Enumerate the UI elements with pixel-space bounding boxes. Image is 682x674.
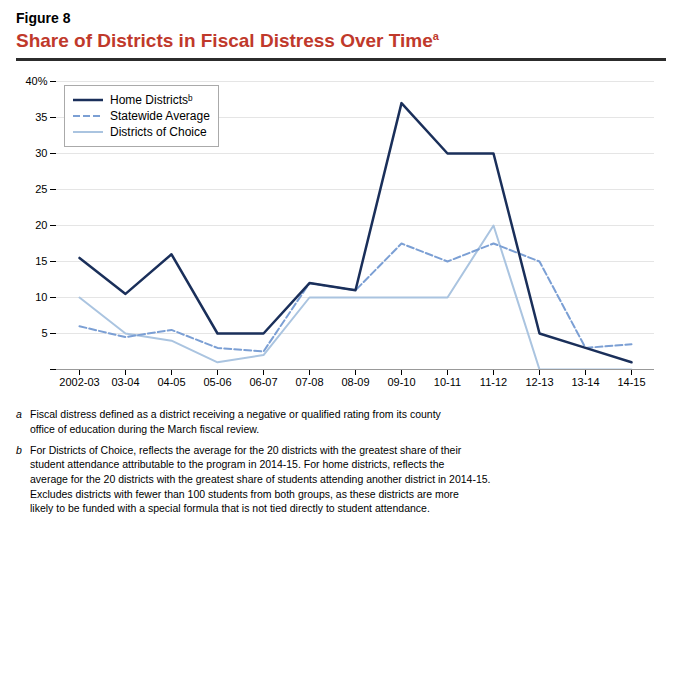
svg-text:40%: 40% <box>25 75 47 87</box>
svg-text:08-09: 08-09 <box>341 377 369 389</box>
html-text:Share of Districts in Fiscal D: Share of Districts in Fiscal Distress Ov… <box>16 30 439 52</box>
html-text:Districts of Choice: Districts of Choice <box>110 125 207 140</box>
svg-text:10: 10 <box>35 291 47 303</box>
svg-text:07-08: 07-08 <box>295 377 323 389</box>
svg-text:15: 15 <box>35 255 47 267</box>
svg-text:04-05: 04-05 <box>157 377 185 389</box>
html-text:Statewide Average: Statewide Average <box>110 109 210 124</box>
html-text:Figure 8: Figure 8 <box>16 10 71 26</box>
svg-text:03-04: 03-04 <box>111 377 139 389</box>
html-text:For Districts of Choice, refle: For Districts of Choice, reflects the av… <box>30 443 491 515</box>
svg-text:12-13: 12-13 <box>525 377 553 389</box>
svg-text:05-06: 05-06 <box>203 377 231 389</box>
html-text:b: b <box>16 443 22 456</box>
html-text:a: a <box>16 408 22 421</box>
svg-text:11-12: 11-12 <box>480 377 507 389</box>
svg-text:06-07: 06-07 <box>249 377 277 389</box>
svg-text:25: 25 <box>35 183 47 195</box>
html-text:Home Districtsᵇ: Home Districtsᵇ <box>110 93 193 108</box>
svg-text:5: 5 <box>41 327 47 339</box>
svg-text:30: 30 <box>35 147 47 159</box>
svg-text:2002-03: 2002-03 <box>59 377 99 389</box>
svg-text:20: 20 <box>35 219 47 231</box>
svg-text:09-10: 09-10 <box>387 377 415 389</box>
svg-text:14-15: 14-15 <box>617 377 645 389</box>
html-text:Fiscal distress defined as a d: Fiscal distress defined as a district re… <box>30 408 441 435</box>
svg-text:35: 35 <box>35 111 47 123</box>
svg-text:10-11: 10-11 <box>434 377 461 389</box>
svg-text:13-14: 13-14 <box>571 377 599 389</box>
